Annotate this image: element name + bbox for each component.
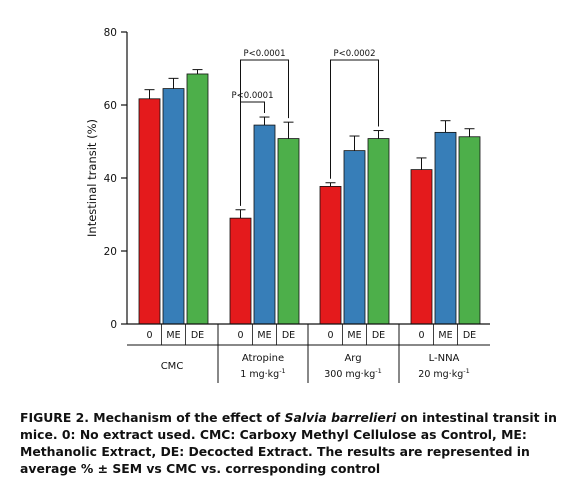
caption-species: Salvia barrelieri <box>284 410 397 425</box>
x-tick-label: DE <box>282 330 295 341</box>
x-tick-label: ME <box>438 330 452 341</box>
bar-chart: 0 20 40 60 80 Intestinal transit (%) P<0.000… <box>85 27 490 383</box>
dose-exponent: -1 <box>279 367 285 375</box>
group-label: Arg <box>344 353 361 364</box>
x-tick-label: DE <box>191 330 204 341</box>
bar <box>343 150 366 325</box>
bar <box>253 124 276 325</box>
x-tick-label: ME <box>347 330 361 341</box>
bar <box>186 73 209 325</box>
x-tick-label: 0 <box>418 330 424 341</box>
figure-caption: FIGURE 2. Mechanism of the effect of Sal… <box>20 409 560 477</box>
bar <box>229 217 252 325</box>
bar <box>277 138 300 325</box>
x-tick-label: DE <box>372 330 385 341</box>
y-tick-label: 40 <box>104 173 117 185</box>
group-dose-label: 20 mg·kg-1 <box>418 367 469 380</box>
bar <box>138 98 161 325</box>
bar <box>434 131 457 325</box>
bar <box>410 169 433 325</box>
bar <box>367 138 390 325</box>
bar <box>458 136 481 325</box>
significance-bracket <box>330 59 379 179</box>
x-tick-label: 0 <box>146 330 152 341</box>
bar <box>319 185 342 325</box>
dose-exponent: -1 <box>463 367 469 375</box>
significance-annotations: P<0.0001 P<0.0001 P<0.0002 <box>232 49 379 206</box>
y-tick-label: 20 <box>104 246 117 258</box>
bar <box>162 88 185 325</box>
p-value-label: P<0.0001 <box>232 91 274 101</box>
caption-suffix: on intestinal transit in mice. 0: No ext… <box>20 410 557 476</box>
x-tick-label: ME <box>257 330 271 341</box>
p-value-label: P<0.0002 <box>334 49 376 59</box>
x-tick-label: DE <box>463 330 476 341</box>
group-label: L-NNA <box>429 353 460 364</box>
x-tick-label: 0 <box>327 330 333 341</box>
x-tick-label: 0 <box>237 330 243 341</box>
caption-prefix: FIGURE 2. Mechanism of the effect of <box>20 410 285 425</box>
y-axis-label: Intestinal transit (%) <box>85 119 99 237</box>
group-label: CMC <box>161 361 184 372</box>
group-dose-label: 300 mg·kg-1 <box>324 367 381 380</box>
x-tick-label: ME <box>166 330 180 341</box>
significance-bracket <box>240 59 289 206</box>
bars <box>138 69 481 325</box>
p-value-label: P<0.0001 <box>244 49 286 59</box>
y-axis: 0 20 40 60 80 <box>104 27 128 331</box>
y-tick-label: 60 <box>104 100 117 112</box>
y-tick-label: 80 <box>104 27 117 39</box>
x-axis-table: 0 ME DE 0 ME DE 0 ME DE 0 ME DE CMC Atropine 1 mg·kg-1… <box>127 323 490 383</box>
dose-exponent: -1 <box>375 367 381 375</box>
y-tick-label: 0 <box>110 319 117 331</box>
group-dose-label: 1 mg·kg-1 <box>240 367 285 380</box>
group-label: Atropine <box>242 353 284 364</box>
